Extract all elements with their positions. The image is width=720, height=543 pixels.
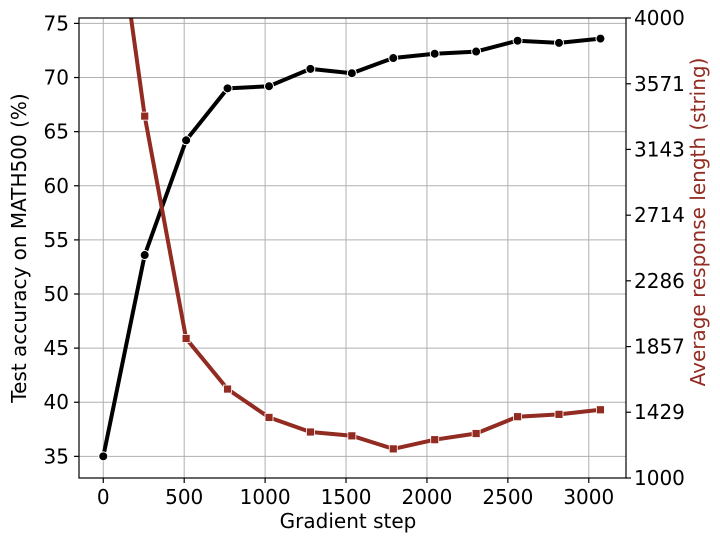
x-tick-label: 2000 — [401, 485, 452, 509]
square-point-marker — [471, 429, 481, 438]
square-point-marker — [513, 412, 522, 422]
x-tick-label: 500 — [165, 485, 203, 509]
plot-frame — [78, 17, 627, 479]
series-line-1 — [101, 36, 603, 459]
square-point-marker — [181, 334, 191, 343]
y-tick-label: 50 — [44, 282, 69, 306]
square-point-marker — [596, 405, 605, 415]
circle-point-marker — [222, 83, 233, 94]
square-point-marker — [554, 409, 564, 419]
y-tick-label: 45 — [44, 336, 69, 360]
series-line-2 — [129, 18, 603, 451]
y-tick-label: 75 — [44, 11, 69, 35]
y-tick-label: 40 — [44, 390, 69, 414]
circle-point-marker — [346, 68, 357, 79]
y-tick-label: 60 — [44, 174, 69, 198]
square-point-marker — [140, 111, 150, 121]
circle-point-marker — [595, 33, 606, 44]
y-axis-left-label: Test accuracy on MATH500 (%) — [7, 93, 31, 403]
y2-tick-label: 4000 — [634, 6, 685, 30]
square-point-marker — [388, 444, 398, 454]
grid — [79, 18, 626, 478]
y2-tick-label: 3571 — [634, 72, 685, 96]
circle-point-marker — [139, 250, 150, 261]
y2-tick-label: 1429 — [634, 400, 685, 424]
y2-tick-label: 1857 — [634, 335, 685, 359]
square-point-marker — [430, 435, 440, 445]
circle-point-marker — [181, 135, 192, 146]
x-axis-label: Gradient step — [280, 509, 417, 533]
circle-point-marker — [429, 48, 440, 59]
circle-point-marker — [388, 53, 399, 64]
square-point-marker — [264, 413, 274, 422]
y-tick-label: 55 — [44, 228, 69, 252]
circle-point-marker — [512, 35, 523, 46]
y-tick-label: 70 — [44, 66, 69, 90]
circle-point-marker — [471, 46, 482, 57]
y2-tick-label: 2714 — [634, 203, 685, 227]
y-axis-right-label: Average response length (string) — [686, 58, 710, 387]
y2-tick-label: 3143 — [634, 137, 685, 161]
x-tick-label: 0 — [97, 485, 110, 509]
series-layer — [98, 18, 606, 462]
x-tick-label: 1500 — [321, 485, 372, 509]
circle-point-marker — [263, 81, 274, 92]
y-tick-label: 65 — [44, 120, 69, 144]
y-tick-label: 35 — [44, 444, 69, 468]
square-point-marker — [223, 384, 232, 394]
x-tick-label: 3000 — [563, 485, 614, 509]
y2-tick-label: 1000 — [634, 466, 685, 490]
square-point-marker — [347, 431, 357, 441]
y2-tick-label: 2286 — [634, 269, 685, 293]
square-point-marker — [306, 427, 315, 437]
axis-ticks: 0 500 1000 1500 2000 2500 3000 35 40 45 50 55 60 65 70… — [44, 6, 685, 509]
x-tick-label: 1000 — [240, 485, 291, 509]
circle-point-marker — [554, 37, 565, 48]
x-tick-label: 2500 — [482, 485, 533, 509]
circle-point-marker — [98, 451, 109, 462]
circle-point-marker — [305, 63, 316, 74]
